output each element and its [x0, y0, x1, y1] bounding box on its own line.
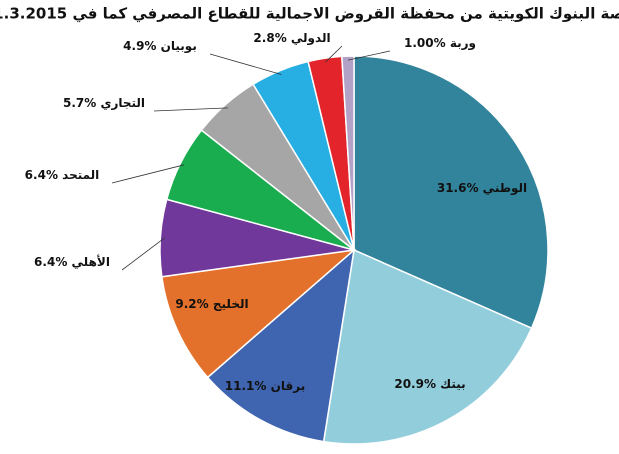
- leader-line: [153, 107, 228, 112]
- category-name: الأهلي: [72, 254, 110, 269]
- slice-label: الأهلي %6.4: [34, 254, 110, 269]
- slice-label: بيتك %20.9: [394, 377, 465, 391]
- value-label: %4.9: [123, 39, 156, 53]
- pie-slice: [353, 55, 549, 330]
- category-name: برقان: [271, 379, 306, 393]
- pie-slice: [206, 248, 356, 443]
- leader-line: [121, 237, 165, 271]
- slice-label: الوطني %31.6: [437, 181, 527, 196]
- category-name: الخليج: [213, 297, 249, 311]
- slice-label: بوبيان %4.9: [123, 39, 197, 54]
- slice-label: الدولي %2.8: [253, 31, 330, 46]
- leader-line: [325, 45, 343, 63]
- category-name: بوبيان: [161, 39, 197, 54]
- leader-line: [209, 53, 282, 75]
- leader-line: [347, 50, 391, 61]
- slice-label: المتحد %6.4: [25, 168, 100, 182]
- pie-slice: [161, 248, 357, 379]
- value-label: %6.4: [25, 168, 58, 182]
- value-label: %9.2: [175, 297, 208, 311]
- value-label: %20.9: [394, 377, 436, 391]
- slice-label: وربة %1.00: [404, 36, 476, 51]
- value-label: %6.4: [34, 255, 67, 269]
- category-name: الوطني: [483, 181, 527, 196]
- slice-label: التجاري %5.7: [63, 96, 145, 110]
- value-label: %31.6: [437, 181, 479, 195]
- value-label: %11.1: [225, 379, 267, 393]
- chart-title: حصة البنوك الكويتية من محفظة القروض الاج…: [0, 5, 619, 23]
- category-name: المتحد: [62, 168, 99, 182]
- pie-slice: [341, 55, 355, 251]
- value-label: %2.8: [253, 31, 286, 45]
- pie-slice: [322, 248, 533, 445]
- value-label: %1.00: [404, 36, 446, 50]
- category-name: الدولي: [291, 31, 331, 46]
- category-name: وربة: [450, 36, 476, 51]
- slice-label: الخليج %9.2: [175, 297, 248, 311]
- value-label: %5.7: [63, 96, 96, 110]
- slice-label: برقان %11.1: [225, 379, 305, 393]
- category-name: بيتك: [440, 377, 465, 391]
- leader-line: [111, 164, 185, 184]
- category-name: التجاري: [100, 96, 145, 110]
